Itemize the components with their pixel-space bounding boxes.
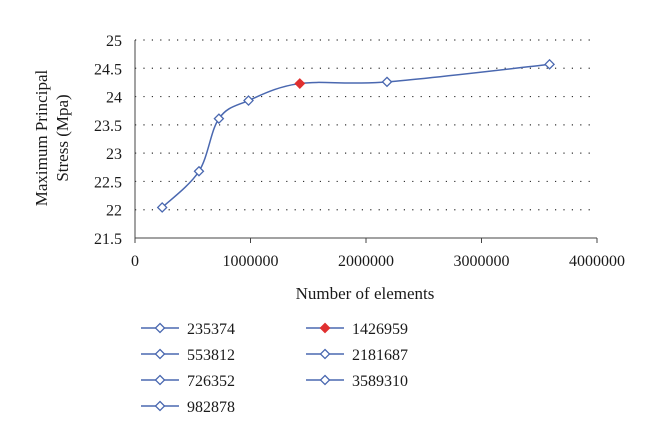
y-tick-label: 21.5 bbox=[94, 231, 122, 248]
data-point bbox=[544, 58, 555, 70]
data-point bbox=[156, 202, 168, 213]
y-tick-labels: 21.5 22 22.5 23 23.5 24 24.5 25 bbox=[94, 33, 122, 248]
axes bbox=[134, 40, 598, 243]
legend-label: 1426959 bbox=[352, 321, 408, 338]
legend-marker bbox=[319, 348, 331, 360]
y-tick-label: 22.5 bbox=[94, 174, 122, 191]
x-axis-title: Number of elements bbox=[296, 284, 435, 303]
legend-label: 726352 bbox=[187, 373, 235, 390]
x-tick-label: 1000000 bbox=[223, 253, 279, 270]
legend-item: 235374 bbox=[141, 321, 235, 338]
x-tick-label: 3000000 bbox=[454, 253, 510, 270]
series-line bbox=[161, 63, 550, 208]
x-tick-label: 0 bbox=[131, 253, 139, 270]
y-axis-title-line-2: Stress (Mpa) bbox=[53, 94, 72, 181]
x-tick-label: 2000000 bbox=[338, 253, 394, 270]
legend-item: 982878 bbox=[141, 399, 235, 416]
legend-item: 1426959 bbox=[306, 321, 408, 338]
legend-item: 553812 bbox=[141, 347, 235, 364]
data-point-highlight bbox=[294, 78, 306, 89]
data-markers bbox=[156, 58, 555, 213]
data-point bbox=[213, 113, 225, 125]
legend-item: 2181687 bbox=[306, 347, 408, 364]
legend-marker bbox=[154, 322, 166, 334]
y-tick-label: 24.5 bbox=[94, 61, 122, 78]
y-axis-title-line-1: Maximum Principal bbox=[32, 70, 51, 207]
legend-marker bbox=[154, 374, 166, 386]
legend-marker bbox=[154, 348, 166, 360]
y-tick-label: 22 bbox=[106, 203, 122, 220]
legend-item: 3589310 bbox=[306, 373, 408, 390]
legend-marker bbox=[154, 400, 166, 412]
legend-label: 553812 bbox=[187, 347, 235, 364]
legend-marker bbox=[319, 374, 331, 386]
legend-label: 235374 bbox=[187, 321, 235, 338]
y-tick-label: 23.5 bbox=[94, 118, 122, 135]
y-tick-label: 24 bbox=[106, 90, 122, 107]
legend-label: 2181687 bbox=[352, 347, 408, 364]
legend-label: 3589310 bbox=[352, 373, 408, 390]
data-point bbox=[193, 165, 205, 177]
data-point bbox=[243, 95, 254, 106]
legend: 235374 553812 726352 982878 1426959 2181687 35… bbox=[141, 321, 408, 416]
y-tick-label: 23 bbox=[106, 146, 122, 163]
legend-item: 726352 bbox=[141, 373, 235, 390]
x-tick-labels: 0 1000000 2000000 3000000 4000000 bbox=[131, 253, 625, 270]
grid-lines bbox=[135, 39, 597, 211]
legend-marker bbox=[319, 322, 331, 334]
legend-label: 982878 bbox=[187, 399, 235, 416]
data-point bbox=[381, 76, 393, 88]
y-tick-label: 25 bbox=[106, 33, 122, 50]
x-tick-label: 4000000 bbox=[569, 253, 625, 270]
